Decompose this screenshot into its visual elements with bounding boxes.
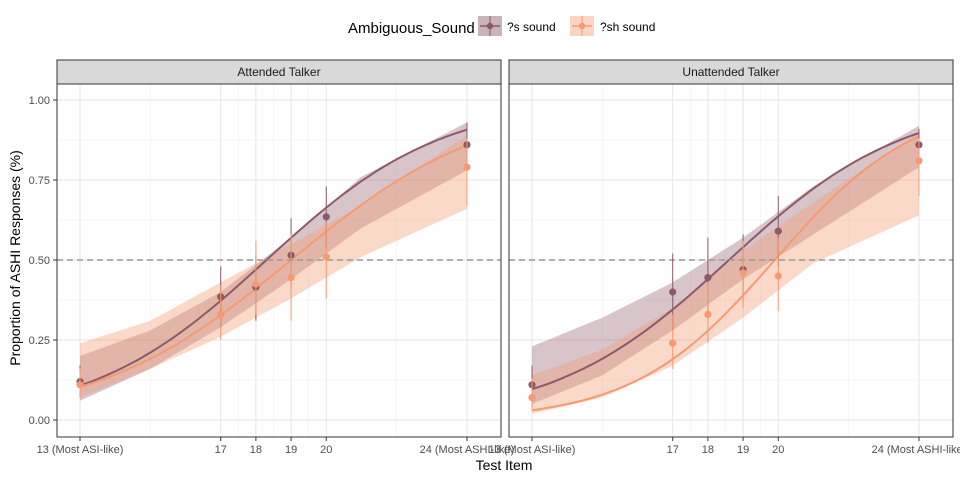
y-axis-title: Proportion of ASHI Responses (%): [7, 150, 23, 366]
x-tick-label: 19: [285, 444, 297, 456]
confidence-band-s: [80, 122, 467, 401]
panel-strip-label: Attended Talker: [237, 65, 320, 79]
confidence-band-sh: [80, 135, 467, 398]
data-point: [217, 310, 225, 318]
x-tick-label: 17: [215, 444, 227, 456]
panel-strip: [56, 59, 502, 85]
data-point: [322, 213, 330, 221]
x-axis-title: Test Item: [476, 457, 533, 473]
legend-key-s-sound: [478, 16, 502, 36]
fit-line-sh: [79, 144, 468, 388]
legend-key-sh-point: [578, 22, 586, 30]
data-point: [669, 339, 677, 347]
x-tick-label: 20: [320, 444, 332, 456]
x-tick-label: 20: [772, 444, 784, 456]
y-tick-labels: 0.00 0.25 0.50 0.75 1.00: [29, 95, 57, 427]
data-point: [669, 288, 677, 296]
data-point: [528, 394, 536, 402]
panels: Attended Talker 13 (Most ASI-like) 17 18 19 2…: [37, 59, 960, 456]
x-tick-label: 24 (Most ASHI-like): [420, 444, 515, 456]
data-point: [739, 269, 747, 277]
y-tick-label: 0.00: [29, 415, 50, 427]
legend-key-s-point: [486, 22, 494, 30]
y-tick-label: 0.75: [29, 175, 50, 187]
panel-border: [508, 83, 954, 438]
legend-title: Ambiguous_Sound: [348, 20, 475, 37]
y-tick-label: 1.00: [29, 95, 50, 107]
data-point: [774, 227, 782, 235]
fit-line-s: [531, 132, 920, 391]
data-point: [915, 157, 923, 165]
fit-line-sh: [531, 135, 920, 412]
y-tick-label: 0.25: [29, 335, 50, 347]
panel-strip-label: Unattended Talker: [682, 65, 779, 79]
legend-label-s-sound: ?s sound: [507, 20, 556, 34]
fit-line-s: [79, 128, 468, 387]
x-tick-label: 17: [667, 444, 679, 456]
data-point: [76, 381, 84, 389]
x-tick-label: 13 (Most ASI-like): [489, 444, 576, 456]
data-point: [252, 280, 260, 288]
confidence-band-s: [532, 125, 919, 404]
panel-strip: [508, 59, 954, 85]
panel-attended: Attended Talker 13 (Most ASI-like) 17 18 19 2…: [37, 59, 515, 456]
legend-label-sh-sound: ?sh sound: [600, 20, 655, 34]
x-tick-label: 18: [702, 444, 714, 456]
legend-key-sh-sound: [570, 16, 594, 36]
data-point: [463, 163, 471, 171]
data-point: [704, 310, 712, 318]
data-point: [704, 274, 712, 282]
legend: Ambiguous_Sound ?s sound ?sh sound: [348, 16, 655, 37]
x-tick-label: 24 (Most ASHI-like): [872, 444, 960, 456]
x-tick-label: 18: [250, 444, 262, 456]
data-point: [322, 253, 330, 261]
panel-unattended: Unattended Talker 13 (Most ASI-like) 17 18 1…: [489, 59, 960, 456]
x-tick-label: 13 (Most ASI-like): [37, 444, 124, 456]
y-tick-label: 0.50: [29, 255, 50, 267]
data-point: [287, 274, 295, 282]
data-point: [774, 272, 782, 280]
x-tick-label: 19: [737, 444, 749, 456]
